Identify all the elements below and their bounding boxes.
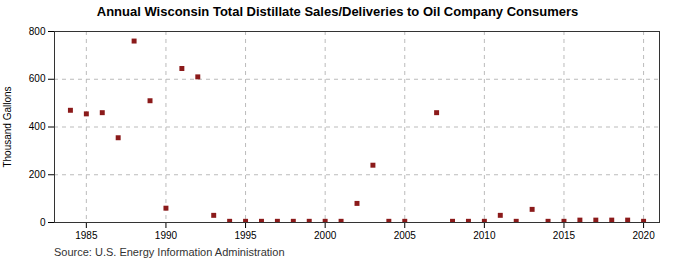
svg-text:1995: 1995: [234, 230, 257, 241]
svg-text:400: 400: [29, 121, 46, 132]
svg-text:2005: 2005: [394, 230, 417, 241]
svg-text:0: 0: [40, 217, 46, 228]
html-text:Source: U.S. Energy Informatio: Source: U.S. Energy Information Administ…: [54, 246, 285, 258]
svg-text:2020: 2020: [632, 230, 655, 241]
html-text:Annual Wisconsin Total Distill: Annual Wisconsin Total Distillate Sales/…: [96, 4, 579, 19]
svg-text:800: 800: [29, 26, 46, 37]
svg-text:2015: 2015: [553, 230, 576, 241]
svg-text:2010: 2010: [473, 230, 496, 241]
svg-text:1985: 1985: [75, 230, 98, 241]
svg-text:Thousand Gallons: Thousand Gallons: [2, 86, 13, 167]
svg-text:1990: 1990: [155, 230, 178, 241]
svg-text:600: 600: [29, 73, 46, 84]
svg-text:200: 200: [29, 169, 46, 180]
svg-text:2000: 2000: [314, 230, 337, 241]
